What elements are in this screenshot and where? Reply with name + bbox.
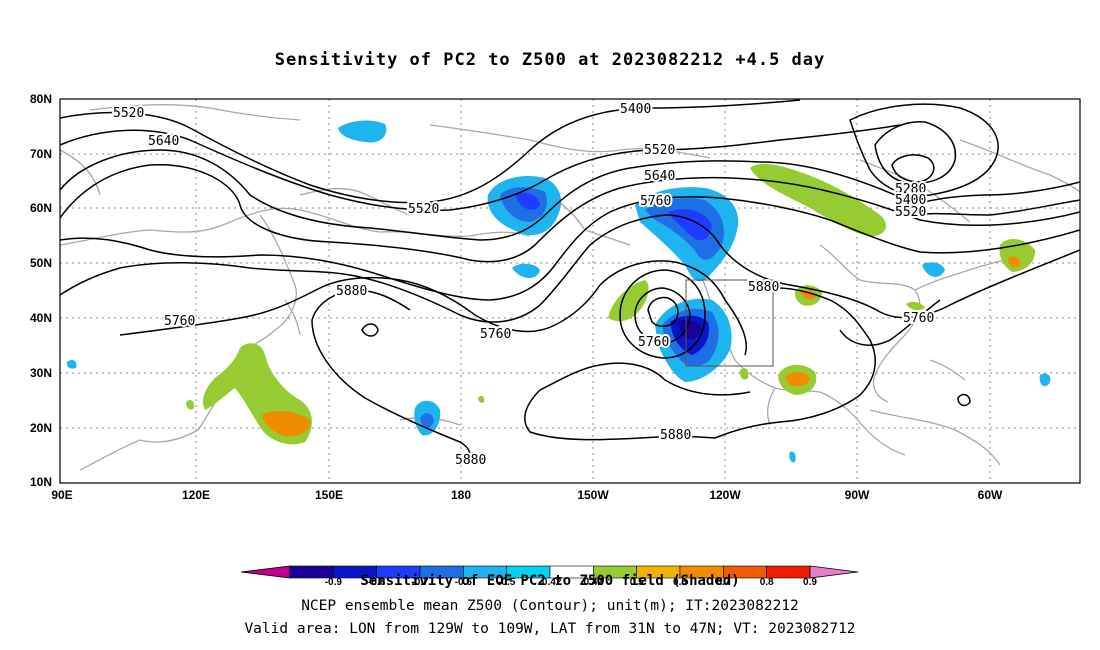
- contour-label: 5640: [148, 134, 179, 149]
- colorbar: [240, 565, 859, 579]
- lon-label: 120W: [709, 488, 741, 502]
- colorbar-right-arrow: [809, 565, 859, 579]
- contour-label: 5640: [644, 169, 675, 184]
- colorbar-tick-label: -0.5: [498, 577, 516, 588]
- lon-label: 180: [450, 488, 472, 502]
- contour-label: 5880: [748, 280, 779, 295]
- contour-label: 5880: [455, 453, 486, 468]
- lon-label: 90E: [51, 488, 73, 502]
- contour-label: 5400: [620, 102, 651, 117]
- pos-region-ne-pacific: [608, 280, 649, 322]
- z500-contours: [60, 99, 1080, 461]
- caption-line-2: NCEP ensemble mean Z500 (Contour); unit(…: [301, 598, 799, 614]
- valid-area-box: [685, 279, 774, 367]
- pos-region-canada: [750, 163, 887, 237]
- contour-label: 5520: [895, 205, 926, 220]
- lat-label: 10N: [29, 475, 52, 489]
- map-frame: [59, 98, 1081, 484]
- colorbar-tick-label: -0.7: [411, 577, 429, 588]
- contour-label: 5760: [638, 335, 669, 350]
- colorbar-tick-label: -0.42: [538, 577, 562, 588]
- colorbar-tick-label: 0.5: [629, 577, 644, 588]
- caption-line-1: Sensitivity of EOF PC2 to Z500 field (Sh…: [360, 573, 740, 589]
- contour-label: 5760: [640, 194, 671, 209]
- colorbar-tick-label: -0.8: [368, 577, 386, 588]
- lon-label: 120E: [181, 488, 211, 502]
- colorbar-tick-label: 0.42: [583, 577, 604, 588]
- plot-title: Sensitivity of PC2 to Z500 at 2023082212…: [274, 50, 826, 70]
- coastlines: [60, 104, 1080, 471]
- contour-label: 5760: [903, 311, 934, 326]
- colorbar-tick-label: -0.9: [324, 577, 342, 588]
- contour-label: 5280: [895, 182, 926, 197]
- neg-region-alaska: [338, 120, 387, 143]
- lat-label: 40N: [29, 311, 52, 325]
- contour-label: 5880: [660, 428, 691, 443]
- contour-label: 5520: [113, 106, 144, 121]
- contour-label: 5880: [336, 284, 367, 299]
- lat-label: 80N: [29, 92, 52, 106]
- colorbar-tick-label: 0.7: [716, 577, 731, 588]
- contour-label: 5400: [895, 193, 926, 208]
- lat-label: 60N: [29, 201, 52, 215]
- lon-label: 150E: [314, 488, 344, 502]
- colorbar-tick-label: 0.9: [803, 577, 817, 588]
- lat-label: 20N: [29, 421, 52, 435]
- lon-label: 60W: [977, 488, 1003, 502]
- colorbar-tick-label: -0.6: [454, 577, 472, 588]
- contour-label: 5520: [644, 143, 675, 158]
- caption-line-3: Valid area: LON from 129W to 109W, LAT f…: [244, 621, 856, 637]
- contour-label-group: 5520 5640 5520 5400 5520 5640 5760 5280 …: [111, 100, 936, 470]
- contour-label: 5760: [164, 314, 195, 329]
- lat-label: 70N: [29, 147, 52, 161]
- colorbar-tick-label: 0.8: [759, 577, 774, 588]
- colorbar-tick-label: 0.6: [673, 577, 687, 588]
- lat-label: 30N: [29, 366, 52, 380]
- contour-label: 5520: [408, 202, 439, 217]
- lat-label: 50N: [29, 256, 52, 270]
- map-gridlines: [60, 99, 1080, 483]
- lon-label: 150W: [577, 488, 609, 502]
- contour-label: 5760: [480, 327, 511, 342]
- lon-label: 90W: [844, 488, 870, 502]
